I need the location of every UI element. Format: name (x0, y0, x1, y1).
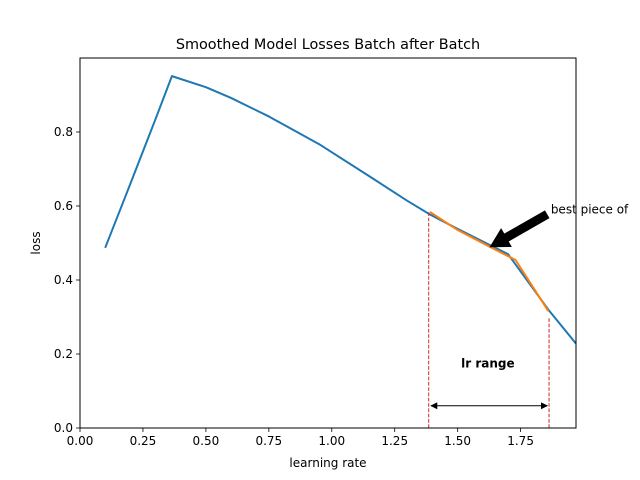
best-piece-annotation: best piece of (551, 203, 629, 217)
x-tick-label: 1.25 (381, 434, 408, 448)
y-tick-label: 0.2 (54, 347, 73, 361)
y-axis: 0.0 0.2 0.4 0.6 0.8 (54, 125, 80, 435)
best-piece-arrow (489, 210, 550, 248)
y-tick-label: 0.6 (54, 199, 73, 213)
x-tick-label: 1.50 (444, 434, 471, 448)
lr-range-annotation: lr range (461, 356, 515, 370)
axes-frame (79, 57, 577, 429)
x-tick-label: 0.50 (193, 434, 220, 448)
x-tick-label: 0.75 (255, 434, 282, 448)
x-tick-label: 1.00 (318, 434, 345, 448)
x-axis: 0.00 0.25 0.50 0.75 1.00 1.25 1.50 1.75 (67, 428, 534, 448)
y-axis-label: loss (29, 231, 43, 254)
x-tick-label: 0.25 (130, 434, 157, 448)
y-tick-label: 0.8 (54, 125, 73, 139)
y-tick-label: 0.4 (54, 273, 73, 287)
x-tick-label: 1.75 (507, 434, 534, 448)
x-tick-label: 0.00 (67, 434, 94, 448)
annotation-layer: best piece of lr range (430, 203, 629, 410)
x-axis-label: learning rate (289, 456, 366, 470)
chart-title: Smoothed Model Losses Batch after Batch (176, 37, 480, 53)
y-tick-label: 0.0 (54, 421, 73, 435)
